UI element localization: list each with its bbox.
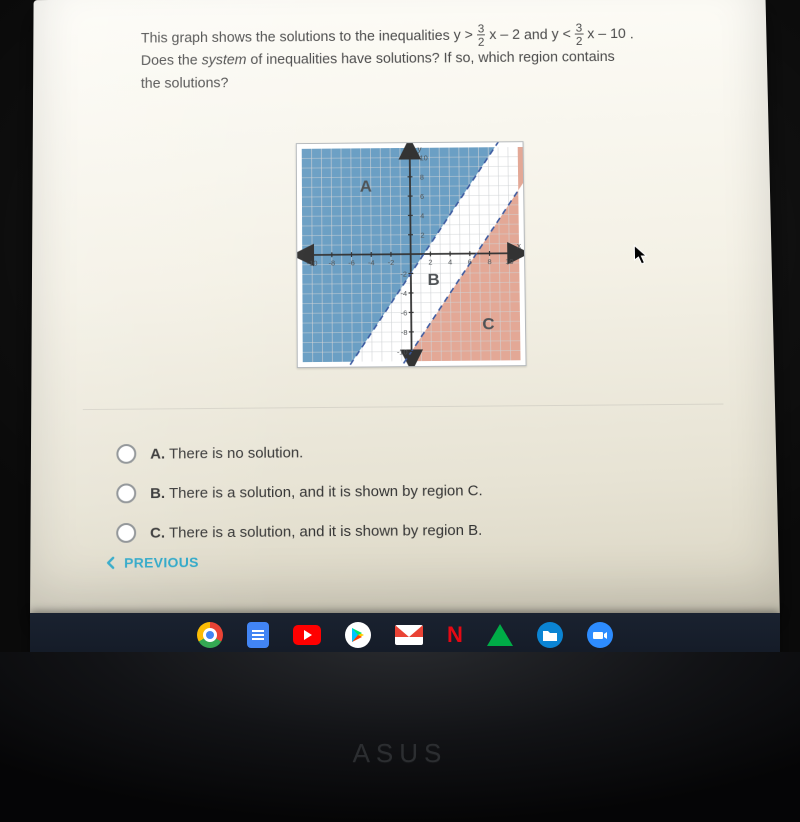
svg-text:-2: -2 — [400, 270, 407, 279]
gmail-icon[interactable] — [395, 625, 423, 645]
youtube-icon[interactable] — [293, 625, 321, 645]
svg-text:y: y — [418, 145, 422, 154]
svg-text:-2: -2 — [388, 258, 395, 267]
option-a-text: There is no solution. — [169, 444, 303, 462]
netflix-icon[interactable]: N — [447, 622, 463, 648]
chromeos-shelf: N — [30, 613, 780, 657]
option-b-text: There is a solution, and it is shown by … — [169, 482, 483, 502]
fraction-2: 32 — [575, 22, 584, 47]
chrome-icon[interactable] — [197, 622, 223, 648]
svg-text:-6: -6 — [401, 308, 408, 317]
svg-text:-6: -6 — [348, 258, 355, 267]
laptop-logo: ASUS — [353, 738, 448, 769]
radio-icon[interactable] — [116, 483, 136, 503]
zoom-icon[interactable] — [587, 622, 613, 648]
option-c-text: There is a solution, and it is shown by … — [169, 521, 482, 541]
svg-text:-8: -8 — [401, 328, 408, 337]
mouse-cursor-icon — [633, 244, 649, 265]
inequality-graph: -10 -8 -6 -4 -2 2 4 6 8 10 10 8 6 4 2 -2 -4 -6 -8 -10 y x A B C — [296, 141, 527, 368]
svg-text:2: 2 — [420, 231, 424, 240]
svg-text:6: 6 — [420, 192, 424, 201]
svg-text:A: A — [360, 177, 372, 196]
svg-text:10: 10 — [420, 153, 428, 162]
svg-text:6: 6 — [468, 257, 472, 266]
svg-text:B: B — [427, 270, 439, 289]
radio-icon[interactable] — [116, 444, 136, 464]
previous-button[interactable]: PREVIOUS — [104, 554, 199, 571]
svg-text:-4: -4 — [368, 258, 375, 267]
svg-text:x: x — [517, 241, 521, 250]
svg-text:10: 10 — [505, 257, 513, 266]
drive-icon[interactable] — [487, 624, 513, 646]
question-text: This graph shows the solutions to the in… — [141, 21, 709, 97]
svg-text:8: 8 — [488, 257, 492, 266]
svg-text:C: C — [482, 314, 494, 333]
svg-text:4: 4 — [448, 258, 452, 267]
svg-text:8: 8 — [420, 173, 424, 182]
option-c[interactable]: C.There is a solution, and it is shown b… — [116, 508, 708, 553]
radio-icon[interactable] — [116, 523, 136, 543]
laptop-base — [0, 652, 800, 822]
files-icon[interactable] — [537, 622, 563, 648]
play-store-icon[interactable] — [345, 622, 371, 648]
docs-icon[interactable] — [247, 622, 269, 648]
svg-text:-10: -10 — [397, 347, 408, 356]
section-divider — [83, 404, 724, 411]
option-b[interactable]: B.There is a solution, and it is shown b… — [116, 469, 707, 514]
arrow-left-icon — [104, 556, 118, 570]
previous-label: PREVIOUS — [124, 554, 199, 571]
option-a-letter: A. — [150, 445, 165, 462]
graph-svg: -10 -8 -6 -4 -2 2 4 6 8 10 10 8 6 4 2 -2 -4 -6 -8 -10 y x A B C — [297, 142, 526, 367]
svg-text:-4: -4 — [400, 289, 407, 298]
screen-content: This graph shows the solutions to the in… — [30, 0, 780, 623]
svg-text:-10: -10 — [307, 259, 318, 268]
ineq-2: y < 32 x – 10 — [551, 27, 629, 43]
option-c-letter: C. — [150, 524, 165, 541]
ineq-1: y > 32 x – 2 — [454, 28, 525, 44]
q-line1-pre: This graph shows the solutions to the in… — [141, 28, 454, 46]
svg-text:2: 2 — [428, 258, 432, 267]
option-a[interactable]: A.There is no solution. — [116, 429, 707, 473]
svg-text:4: 4 — [420, 211, 424, 220]
answer-options: A.There is no solution. B.There is a sol… — [116, 429, 708, 553]
svg-text:-8: -8 — [329, 259, 336, 268]
option-b-letter: B. — [150, 485, 165, 502]
